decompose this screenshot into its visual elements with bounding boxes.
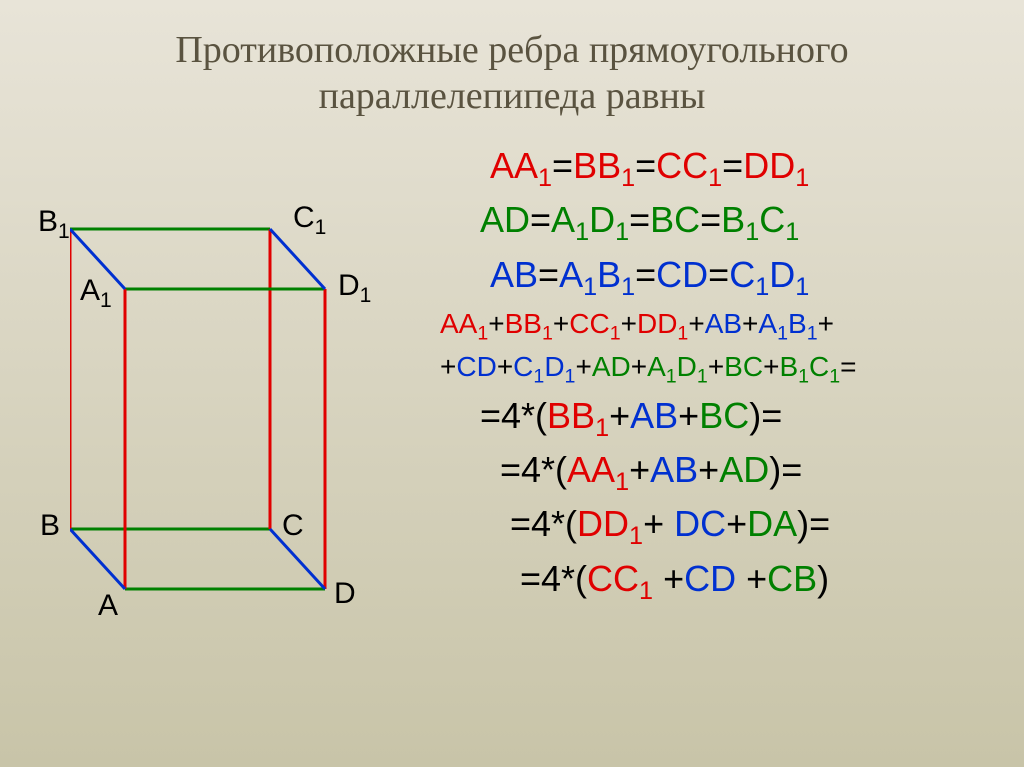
label-B: B bbox=[40, 509, 60, 543]
label-D1: D1 bbox=[338, 269, 371, 308]
title-line2: параллелепипеда равны bbox=[319, 75, 706, 117]
label-C: C bbox=[282, 509, 304, 543]
formula-3: AB=A1B1=CD=C1D1 bbox=[490, 254, 1024, 302]
formula-4: AA1+BB1+CC1+DD1+AB+A1B1+ bbox=[440, 308, 1024, 346]
content-row: B1 C1 A1 D1 B C A D AA1=BB1=CC1=DD1 AD=A… bbox=[0, 139, 1024, 699]
formula-5: +CD+C1D1+AD+A1D1+BC+B1C1= bbox=[440, 351, 1024, 389]
formulas-area: AA1=BB1=CC1=DD1 AD=A1D1=BC=B1C1 AB=A1B1=… bbox=[440, 139, 1024, 699]
label-D: D bbox=[334, 577, 356, 611]
label-B1: B1 bbox=[38, 205, 70, 244]
diagram-area: B1 C1 A1 D1 B C A D bbox=[0, 139, 440, 699]
formula-1: AA1=BB1=CC1=DD1 bbox=[490, 145, 1024, 193]
formula-8: =4*(DD1+ DC+DA)= bbox=[510, 503, 1024, 551]
formula-9: =4*(CC1 +CD +CB) bbox=[520, 558, 1024, 606]
formula-7: =4*(AA1+AB+AD)= bbox=[500, 449, 1024, 497]
page-title: Противоположные ребра прямоугольного пар… bbox=[0, 0, 1024, 119]
label-C1: C1 bbox=[293, 201, 326, 240]
label-A1: A1 bbox=[80, 274, 112, 313]
formula-2: AD=A1D1=BC=B1C1 bbox=[480, 199, 1024, 247]
title-line1: Противоположные ребра прямоугольного bbox=[175, 29, 848, 71]
label-A: A bbox=[98, 589, 118, 623]
formula-6: =4*(BB1+AB+BC)= bbox=[480, 395, 1024, 443]
